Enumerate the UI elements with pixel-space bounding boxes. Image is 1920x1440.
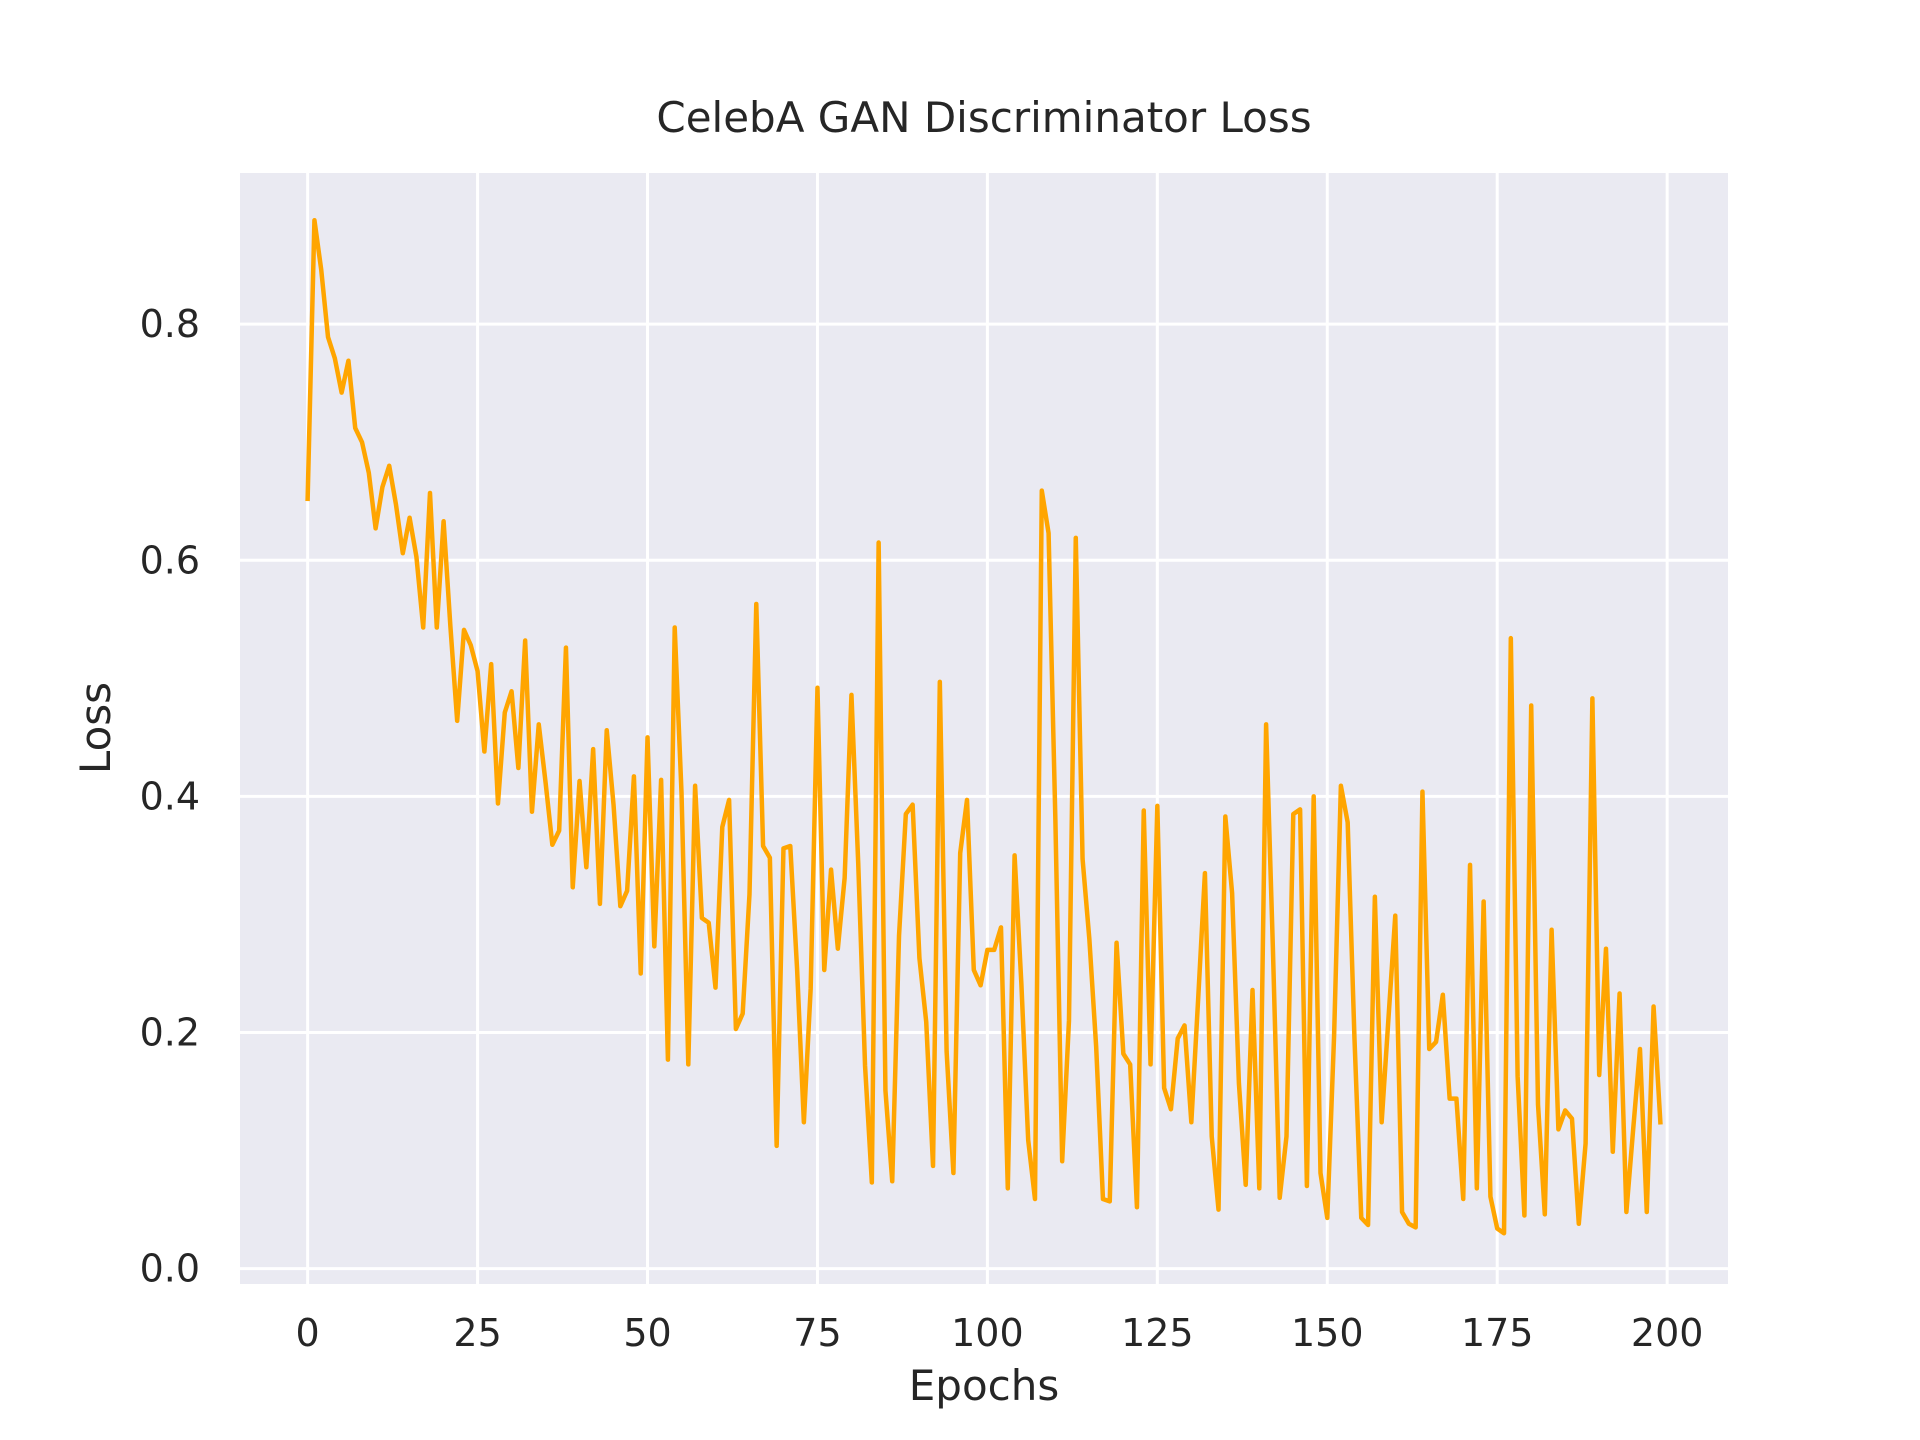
x-gridlines [306,173,1669,1284]
y-tick-label: 0.6 [140,538,200,582]
chart-title: CelebA GAN Discriminator Loss [656,93,1311,142]
x-tick-label: 100 [951,1311,1024,1355]
series-layer [305,217,1663,1236]
y-tick-label: 0.0 [140,1247,200,1291]
y-tick-labels: 0.0 0.2 0.4 0.6 0.8 [140,302,200,1291]
y-tick-label: 0.4 [140,774,200,818]
y-tick-label: 0.2 [140,1011,200,1055]
x-tick-label: 175 [1461,1311,1534,1355]
x-tick-label: 150 [1291,1311,1364,1355]
x-tick-label: 75 [793,1311,841,1355]
y-tick-label: 0.8 [140,302,200,346]
y-axis-label: Loss [71,682,120,774]
loss-line [305,217,1663,1236]
x-tick-labels: 0 25 50 75 100 125 150 175 200 [296,1311,1704,1355]
x-tick-label: 0 [296,1311,320,1355]
x-tick-label: 50 [623,1311,671,1355]
x-tick-label: 200 [1631,1311,1704,1355]
x-tick-label: 25 [453,1311,501,1355]
x-tick-label: 125 [1121,1311,1194,1355]
x-axis-label: Epochs [909,1361,1060,1410]
